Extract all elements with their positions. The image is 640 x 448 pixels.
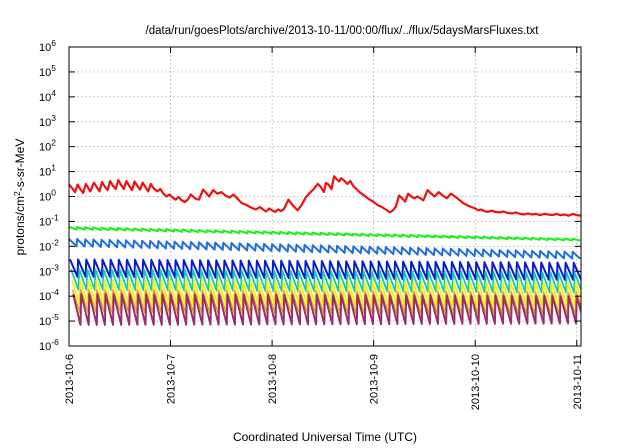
- chart-title: /data/run/goesPlots/archive/2013-10-11/0…: [146, 25, 540, 37]
- y-axis: 10-6 10-5 10-4 10-3 10-2 10-1 100 101 102 103 104 1…: [39, 38, 581, 353]
- y-tick-label: 10-5: [39, 312, 59, 328]
- x-tick-label: 2013-10-11: [572, 354, 584, 409]
- y-tick-label: 10-3: [39, 262, 59, 278]
- series-line: [71, 279, 581, 307]
- x-tick-label: 2013-10-9: [369, 354, 381, 404]
- series-line: [69, 225, 581, 242]
- series-layer: [69, 175, 581, 326]
- series-line: [72, 293, 581, 326]
- series-line: [69, 258, 581, 281]
- x-tick-label: 2013-10-10: [470, 354, 482, 410]
- x-tick-label: 2013-10-8: [267, 354, 279, 404]
- y-tick-label: 102: [39, 138, 56, 154]
- series-line: [69, 175, 581, 217]
- x-axis-label: Coordinated Universal Time (UTC): [233, 430, 417, 444]
- y-axis-label: protons/cm2-s-sr-MeV: [12, 139, 27, 256]
- y-tick-label: 105: [39, 63, 56, 79]
- y-tick-label: 103: [39, 113, 56, 129]
- series-line: [70, 268, 581, 294]
- series-line: [69, 238, 581, 260]
- y-tick-label: 106: [39, 38, 56, 54]
- x-axis: 2013-10-6 2013-10-7 2013-10-8 2013-10-9 2013…: [64, 47, 584, 410]
- x-tick-label: 2013-10-6: [64, 354, 76, 404]
- y-tick-label: 10-6: [39, 337, 59, 353]
- x-tick-label: 2013-10-7: [166, 354, 178, 404]
- y-tick-label: 10-1: [39, 212, 59, 228]
- y-tick-label: 10-4: [39, 287, 59, 303]
- y-tick-label: 104: [39, 88, 56, 104]
- y-tick-label: 101: [39, 163, 56, 179]
- y-tick-label: 100: [39, 188, 56, 204]
- y-tick-label: 10-2: [39, 237, 59, 253]
